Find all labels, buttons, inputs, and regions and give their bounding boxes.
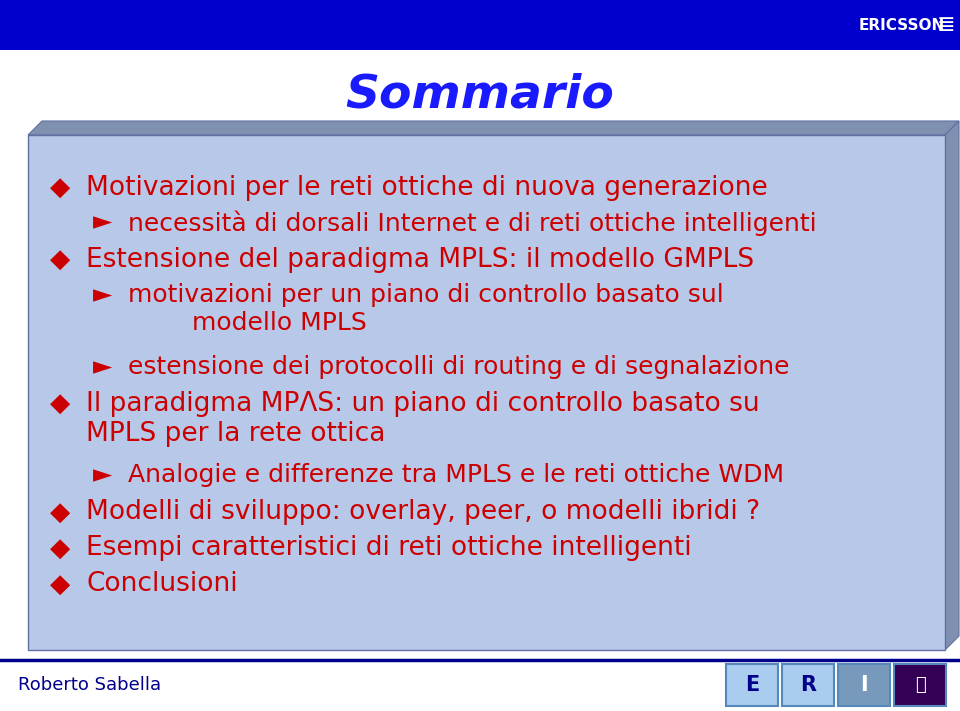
- Text: Esempi caratteristici di reti ottiche intelligenti: Esempi caratteristici di reti ottiche in…: [86, 535, 691, 562]
- Polygon shape: [28, 121, 959, 135]
- Text: ►: ►: [93, 210, 112, 235]
- Text: E: E: [745, 675, 759, 695]
- Bar: [782, 664, 834, 706]
- Bar: [28, 135, 945, 650]
- Text: ◆: ◆: [50, 572, 70, 597]
- Bar: [838, 664, 890, 706]
- Polygon shape: [945, 121, 959, 650]
- Text: ►: ►: [93, 464, 112, 487]
- Text: Roberto Sabella: Roberto Sabella: [18, 676, 161, 694]
- Text: Il paradigma MPΛS: un piano di controllo basato su
MPLS per la rete ottica: Il paradigma MPΛS: un piano di controllo…: [86, 391, 759, 447]
- Text: necessità di dorsali Internet e di reti ottiche intelligenti: necessità di dorsali Internet e di reti …: [128, 210, 817, 236]
- Text: ◆: ◆: [50, 175, 70, 201]
- Text: ◆: ◆: [50, 535, 70, 562]
- Text: ERICSSON: ERICSSON: [859, 18, 945, 33]
- Bar: [894, 664, 946, 706]
- Text: ►: ►: [93, 283, 112, 307]
- Text: R: R: [800, 675, 816, 695]
- Bar: [0, 0, 960, 50]
- Text: Sommario: Sommario: [346, 73, 614, 117]
- Text: Estensione del paradigma MPLS: il modello GMPLS: Estensione del paradigma MPLS: il modell…: [86, 247, 755, 273]
- Text: ◆: ◆: [50, 499, 70, 525]
- Text: 🌐: 🌐: [915, 676, 925, 694]
- Text: Analogie e differenze tra MPLS e le reti ottiche WDM: Analogie e differenze tra MPLS e le reti…: [128, 464, 784, 487]
- Text: estensione dei protocolli di routing e di segnalazione: estensione dei protocolli di routing e d…: [128, 355, 789, 379]
- Text: I: I: [860, 675, 868, 695]
- Text: Conclusioni: Conclusioni: [86, 572, 238, 597]
- Text: motivazioni per un piano di controllo basato sul
        modello MPLS: motivazioni per un piano di controllo ba…: [128, 283, 724, 335]
- Text: Motivazioni per le reti ottiche di nuova generazione: Motivazioni per le reti ottiche di nuova…: [86, 175, 768, 201]
- Text: ≣: ≣: [936, 15, 955, 35]
- Text: ►: ►: [93, 355, 112, 379]
- Text: ◆: ◆: [50, 391, 70, 417]
- Text: Modelli di sviluppo: overlay, peer, o modelli ibridi ?: Modelli di sviluppo: overlay, peer, o mo…: [86, 499, 760, 525]
- Text: ◆: ◆: [50, 247, 70, 273]
- Bar: [726, 664, 778, 706]
